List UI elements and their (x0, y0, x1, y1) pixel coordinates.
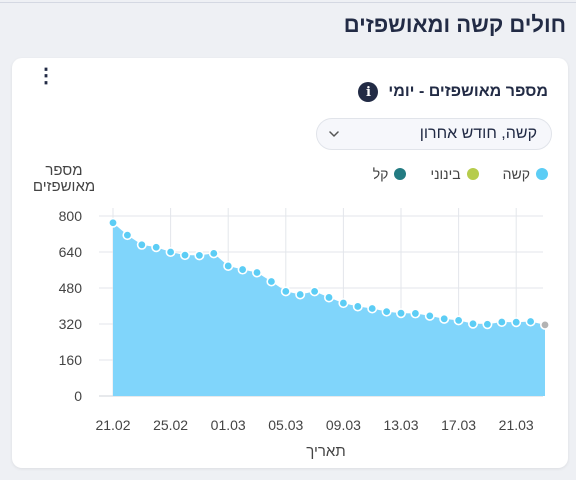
data-point (367, 303, 378, 314)
legend-marker-mild (394, 168, 407, 180)
y-tick-label: 0 (74, 388, 82, 404)
legend-label-mild: קל (372, 166, 389, 182)
y-tick-label: 640 (59, 244, 83, 260)
data-point (309, 286, 320, 297)
x-tick-label: 21.02 (95, 417, 130, 433)
data-point (165, 247, 176, 258)
chevron-down-icon (329, 131, 339, 137)
data-point (511, 317, 522, 328)
x-tick-label: 05.03 (268, 417, 303, 433)
data-point (108, 217, 119, 228)
data-point (453, 315, 464, 326)
data-point (482, 319, 493, 330)
data-point (122, 230, 133, 241)
data-point-last (539, 319, 550, 330)
x-tick-label: 01.03 (211, 417, 246, 433)
data-point (395, 308, 406, 319)
data-point (410, 308, 421, 319)
legend-item-moderate[interactable]: בינוני (430, 166, 479, 182)
data-point (151, 242, 162, 253)
data-point (237, 264, 248, 275)
labels-layer: 0 160 320 480 640 800 21.02 25.02 01.03 05.03 09.0… (59, 208, 534, 433)
data-point (194, 250, 205, 261)
range-dropdown-value: קשה, חודש אחרון (419, 125, 537, 142)
legend-marker-moderate (466, 168, 479, 180)
chart-legend: קשה בינוני קל (373, 166, 548, 182)
data-point (280, 286, 291, 297)
data-point (525, 316, 536, 327)
x-tick-label: 09.03 (326, 417, 361, 433)
section-title: חולים קשה ומאושפזים (343, 12, 566, 37)
data-point (208, 248, 219, 259)
legend-item-mild[interactable]: קל (373, 166, 407, 182)
data-point (496, 316, 507, 327)
y-tick-label: 480 (59, 280, 83, 296)
top-divider (0, 2, 576, 3)
legend-label-moderate: בינוני (430, 166, 461, 182)
x-tick-label: 17.03 (441, 417, 476, 433)
data-point (136, 239, 147, 250)
data-point (323, 292, 334, 303)
legend-label-severe: קשה (502, 166, 530, 182)
hospitalized-area-chart: 0 160 320 480 640 800 21.02 25.02 01.03 05.03 09.0… (33, 162, 550, 460)
x-tick-label: 21.03 (499, 417, 534, 433)
y-tick-label: 800 (59, 208, 83, 224)
area-layer (113, 222, 545, 396)
card-title-row: מספר מאושפזים - יומי i (358, 82, 548, 102)
data-point (180, 250, 191, 261)
legend-marker-severe (536, 168, 548, 180)
range-dropdown[interactable]: קשה, חודש אחרון (316, 118, 552, 150)
data-point (424, 310, 435, 321)
data-point (467, 318, 478, 329)
data-point (439, 313, 450, 324)
series-area-severe (113, 222, 545, 396)
x-tick-label: 25.02 (153, 417, 188, 433)
data-point (295, 289, 306, 300)
legend-item-severe[interactable]: קשה (503, 166, 548, 182)
y-tick-label: 160 (59, 352, 83, 368)
kebab-menu-icon[interactable]: ⋮ (36, 65, 56, 87)
y-axis-title-line2: מאושפזים (33, 178, 95, 195)
data-point (252, 267, 263, 278)
x-tick-label: 13.03 (383, 417, 418, 433)
data-point (352, 301, 363, 312)
data-point (223, 260, 234, 271)
x-axis-title: תאריך (306, 443, 345, 460)
y-tick-label: 320 (59, 316, 83, 332)
chart-card: ⋮ מספר מאושפזים - יומי i קשה, חודש אחרון… (12, 58, 568, 468)
points-layer (108, 217, 550, 330)
data-point (266, 276, 277, 287)
info-icon[interactable]: i (358, 82, 379, 102)
data-point (381, 306, 392, 317)
y-axis-title-line1: מספר (45, 162, 82, 179)
data-point (338, 298, 349, 309)
card-title: מספר מאושפזים - יומי (388, 83, 548, 100)
